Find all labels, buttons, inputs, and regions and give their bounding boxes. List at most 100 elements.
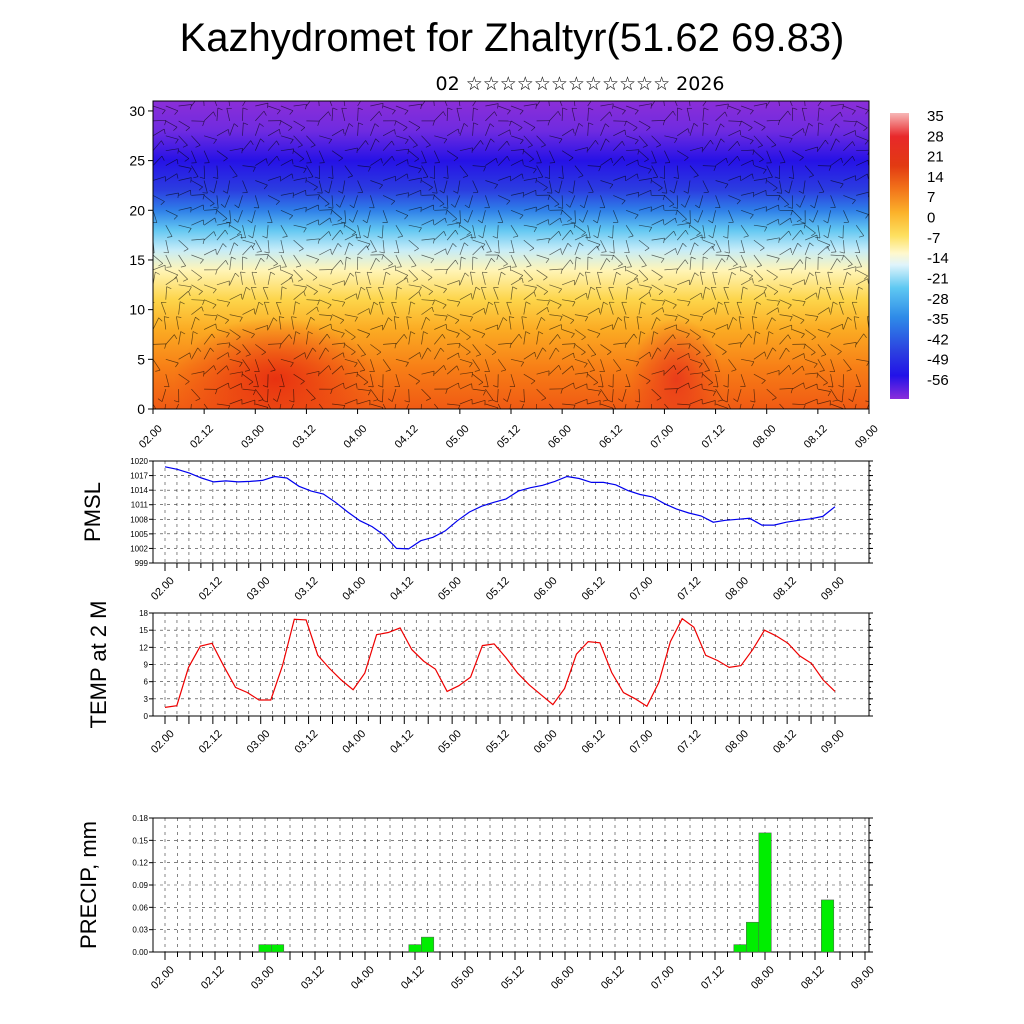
x-tick-label: 05.12 [495, 423, 523, 451]
x-tick-label: 07.00 [627, 575, 655, 603]
y-tick-label: 1011 [131, 501, 149, 510]
y-axis-title: PMSL [80, 482, 105, 542]
x-tick-label: 04.12 [399, 964, 427, 992]
y-tick-label: 999 [135, 559, 149, 568]
x-tick-label: 05.12 [484, 575, 512, 603]
x-tick-label: 07.12 [675, 575, 703, 603]
colorbar-label: -28 [927, 291, 949, 308]
x-tick-label: 05.00 [436, 575, 464, 603]
x-tick-label: 04.00 [340, 728, 368, 756]
x-tick-label: 04.00 [340, 575, 368, 603]
x-tick-label: 06.12 [599, 964, 627, 992]
y-tick-label: 15 [129, 252, 145, 268]
x-tick-label: 06.00 [546, 423, 574, 451]
x-tick-label: 07.00 [649, 964, 677, 992]
colorbar-label: -7 [927, 230, 940, 247]
x-tick-label: 08.12 [802, 423, 830, 451]
precip-bar [821, 899, 835, 953]
colorbar-scale [890, 113, 909, 399]
y-tick-label: 1017 [130, 472, 148, 481]
x-tick-label: 09.00 [849, 964, 877, 992]
x-tick-label: 03.12 [290, 423, 318, 451]
chart-subtitle: 02 ☆☆☆☆☆☆☆☆☆☆☆☆ 2026 [435, 73, 725, 95]
y-tick-label: 9 [144, 661, 149, 670]
x-tick-label: 04.12 [388, 728, 416, 756]
x-tick-label: 02.00 [149, 964, 177, 992]
y-tick-label: 1008 [130, 515, 148, 524]
x-tick-label: 09.00 [853, 423, 881, 451]
x-tick-label: 03.00 [245, 728, 273, 756]
x-tick-label: 05.12 [484, 728, 512, 756]
y-tick-label: 0.03 [132, 926, 148, 935]
colorbar-label: -56 [927, 372, 949, 389]
x-tick-label: 08.12 [799, 964, 827, 992]
y-tick-label: 0.00 [132, 948, 148, 957]
y-tick-label: 0 [137, 401, 145, 417]
x-tick-label: 07.12 [675, 728, 703, 756]
x-tick-label: 08.12 [771, 575, 799, 603]
x-tick-label: 03.12 [299, 964, 327, 992]
colorbar-label: -14 [927, 250, 949, 267]
x-tick-label: 02.12 [197, 728, 225, 756]
x-tick-label: 02.00 [149, 575, 177, 603]
precip-bar [271, 944, 285, 953]
x-tick-label: 03.00 [245, 575, 273, 603]
warm-core [630, 317, 723, 409]
y-tick-label: 0.06 [132, 903, 148, 912]
x-tick-label: 03.12 [292, 728, 320, 756]
precip-bar [746, 921, 760, 953]
colorbar-label: 14 [927, 169, 944, 186]
x-tick-label: 04.12 [393, 423, 421, 451]
x-tick-label: 07.12 [699, 423, 727, 451]
y-tick-label: 5 [137, 351, 145, 367]
temp-panel: 18 15 12 9 6 3 002.00 02.12 03.00 03.12 04.00 04.12… [86, 601, 873, 756]
precip-bar [421, 936, 435, 953]
x-tick-label: 07.00 [627, 728, 655, 756]
wind-barbs [153, 101, 869, 409]
y-tick-label: 0.12 [132, 859, 148, 868]
y-axis-title: TEMP at 2 M [86, 601, 111, 729]
colorbar-label: -49 [927, 352, 949, 369]
y-tick-label: 12 [139, 643, 148, 652]
y-tick-label: 10 [129, 302, 145, 318]
x-tick-label: 08.00 [723, 728, 751, 756]
colorbar-label: 0 [927, 210, 935, 227]
x-tick-label: 08.00 [723, 575, 751, 603]
y-tick-label: 18 [139, 609, 148, 618]
colorbar-label: 28 [927, 128, 944, 145]
x-tick-label: 09.00 [819, 575, 847, 603]
x-tick-label: 02.12 [197, 575, 225, 603]
x-tick-label: 05.00 [436, 728, 464, 756]
y-tick-label: 1005 [130, 530, 148, 539]
y-tick-label: 25 [129, 153, 145, 169]
colorbar-label: -42 [927, 331, 949, 348]
x-tick-label: 06.00 [532, 575, 560, 603]
x-tick-label: 06.12 [597, 423, 625, 451]
warm-core [173, 317, 378, 409]
chart-title: Kazhydromet for Zhaltyr(51.62 69.83) [179, 16, 845, 60]
y-tick-label: 3 [144, 695, 149, 704]
x-tick-label: 09.00 [819, 728, 847, 756]
precip-bar [408, 944, 422, 953]
y-tick-label: 30 [129, 103, 145, 119]
x-tick-label: 06.00 [549, 964, 577, 992]
x-tick-label: 08.12 [771, 728, 799, 756]
grid [153, 460, 869, 564]
y-axis-title: PRECIP, mm [76, 821, 101, 949]
x-tick-label: 02.12 [188, 423, 216, 451]
x-tick-label: 03.00 [239, 423, 267, 451]
y-tick-label: 0 [144, 712, 149, 721]
x-tick-label: 05.00 [444, 423, 472, 451]
x-tick-label: 05.00 [449, 964, 477, 992]
y-tick-label: 1014 [130, 486, 148, 495]
colorbar-label: 21 [927, 149, 944, 166]
y-tick-label: 15 [139, 626, 148, 635]
x-tick-label: 03.12 [292, 575, 320, 603]
x-tick-label: 04.00 [341, 423, 369, 451]
y-tick-label: 0.09 [132, 881, 148, 890]
colorbar-label: -21 [927, 270, 949, 287]
cross-section-panel: 0 5 10 15 20 25 30 02.00 02.12 03.00 03.12 04.00 04.… [129, 100, 881, 451]
